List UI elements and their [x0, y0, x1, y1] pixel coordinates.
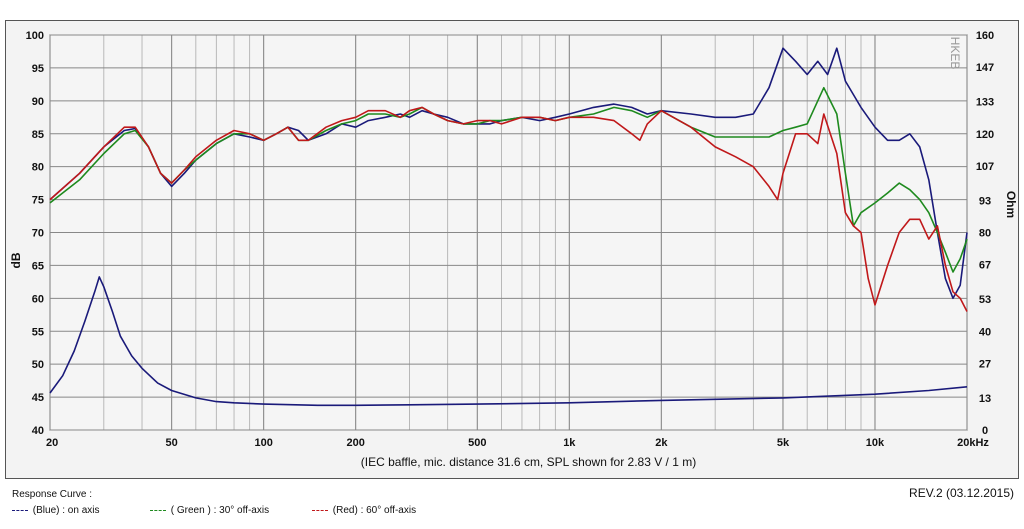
x-tick-label: 500 — [468, 437, 486, 449]
y2-tick-label: 40 — [979, 326, 991, 338]
y-tick-label: 80 — [32, 162, 44, 174]
y2-tick-label: 120 — [976, 129, 994, 141]
legend-label-green: ( Green ) : 30° off-axis — [170, 505, 270, 516]
legend-title: Response Curve : — [12, 489, 93, 500]
y2-tick-label: 27 — [979, 358, 991, 370]
legend-swatch-blue — [12, 509, 28, 511]
y-tick-label: 75 — [32, 195, 44, 207]
x-tick-label: 10k — [866, 437, 885, 449]
y-tick-label: 55 — [32, 326, 44, 338]
y-tick-label: 90 — [32, 96, 44, 108]
y-tick-label: 40 — [32, 425, 44, 437]
x-tick-label: 20kHz — [957, 437, 989, 449]
series-line-impedance — [49, 276, 968, 407]
y2-tick-label: 0 — [982, 425, 988, 437]
frequency-response-chart: 40 45 50 55 60 65 70 75 80 85 90 95 100 0 13 27 40 53 67 80… — [9, 30, 1018, 469]
legend-item-green: ( Green ) : 30° off-axis — [150, 505, 269, 516]
y-tick-label: 60 — [32, 293, 44, 305]
legend-swatch-red — [312, 509, 328, 511]
y2-tick-label: 80 — [979, 228, 991, 240]
y-tick-label: 70 — [32, 228, 44, 240]
measurement-note: (IEC baffle, mic. distance 31.6 cm, SPL … — [361, 455, 696, 469]
x-tick-label: 20 — [46, 437, 58, 449]
series-line-red-60deg — [49, 106, 968, 312]
y2-tick-label: 133 — [976, 97, 994, 109]
chart-frame: 40 45 50 55 60 65 70 75 80 85 90 95 100 0 13 27 40 53 67 80… — [5, 20, 1019, 479]
y-axis-title: dB — [9, 252, 23, 268]
y2-tick-label: 13 — [979, 393, 991, 405]
legend-swatch-green — [150, 509, 166, 511]
y-tick-label: 50 — [32, 359, 44, 371]
y2-axis-title: Ohm — [1004, 191, 1018, 218]
y2-tick-label: 53 — [979, 294, 991, 306]
x-tick-label: 50 — [166, 437, 178, 449]
legend-label-blue: (Blue) : on axis — [32, 505, 100, 516]
revision-label: REV.2 (03.12.2015) — [909, 486, 1014, 500]
x-tick-label: 200 — [346, 437, 364, 449]
y2-tick-label: 147 — [976, 62, 994, 74]
y-tick-label: 85 — [32, 129, 44, 141]
x-tick-label: 2k — [655, 437, 668, 449]
x-tick-label: 1k — [563, 437, 576, 449]
legend-item-red: (Red) : 60° off-axis — [312, 505, 416, 516]
y2-tick-label: 67 — [979, 260, 991, 272]
y2-tick-label: 93 — [979, 195, 991, 207]
y-tick-label: 65 — [32, 260, 44, 272]
y-tick-label: 45 — [32, 392, 44, 404]
y-tick-label: 95 — [32, 63, 44, 75]
y-tick-label: 100 — [26, 30, 44, 42]
watermark-text: HKEB — [948, 37, 962, 70]
x-tick-label: 100 — [254, 437, 272, 449]
y2-tick-label: 107 — [976, 161, 994, 173]
x-tick-label: 5k — [777, 437, 790, 449]
legend-label-red: (Red) : 60° off-axis — [332, 505, 417, 516]
y2-tick-label: 160 — [976, 30, 994, 42]
legend-item-blue: (Blue) : on axis — [12, 505, 99, 516]
